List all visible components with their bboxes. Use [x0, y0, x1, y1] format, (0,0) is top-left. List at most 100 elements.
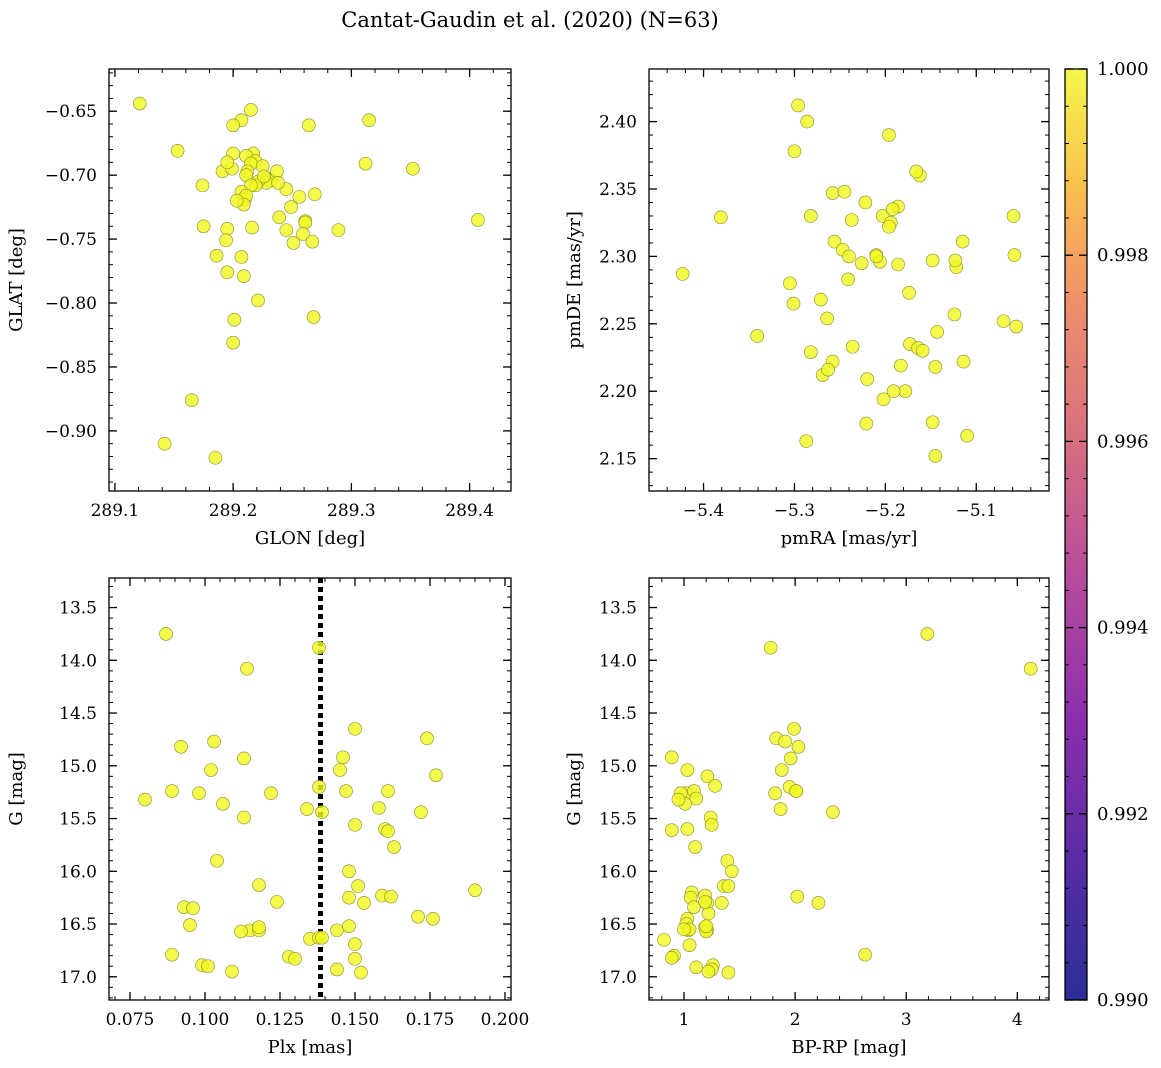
data-point [307, 187, 322, 202]
y-tick-label: 14.0 [599, 651, 637, 671]
data-point [234, 924, 248, 939]
data-point [336, 750, 350, 765]
colorbar-tick-label: 1.000 [1097, 59, 1149, 80]
y-tick-label: 15.0 [599, 757, 637, 777]
data-point [251, 293, 265, 308]
data-point [956, 354, 971, 369]
data-point [312, 780, 326, 794]
data-point [226, 118, 240, 133]
data-point [165, 784, 179, 798]
axes-frame [108, 68, 512, 492]
data-point [671, 792, 686, 807]
x-tick-label: 4 [1012, 1010, 1023, 1030]
data-point [342, 919, 356, 933]
colorbar-tick-label: 0.998 [1097, 245, 1149, 266]
data-point [305, 234, 320, 249]
data-point [821, 362, 835, 377]
data-point [196, 219, 211, 234]
data-point [882, 128, 896, 142]
data-point [858, 195, 873, 210]
data-point [928, 449, 943, 463]
data-point [814, 292, 828, 307]
data-point [799, 434, 814, 448]
data-point [786, 296, 801, 311]
x-axis-label: pmRA [mas/yr] [781, 528, 918, 549]
data-point [657, 933, 671, 947]
data-point [252, 878, 266, 892]
y-tick-label: 13.5 [59, 599, 97, 619]
data-point [315, 930, 329, 945]
data-point [826, 805, 840, 820]
data-point [837, 184, 852, 199]
data-point [844, 213, 859, 227]
data-point [312, 640, 326, 655]
data-point [234, 250, 249, 264]
data-point [429, 768, 443, 783]
figure-title: Cantat-Gaudin et al. (2020) (N=63) [341, 8, 719, 32]
data-point [1023, 661, 1038, 676]
data-point [664, 950, 679, 965]
data-point [411, 909, 425, 924]
data-point [804, 345, 818, 359]
x-tick-label: −5.1 [956, 501, 997, 521]
data-point [315, 805, 329, 820]
data-point [358, 156, 373, 171]
data-point [891, 257, 905, 272]
data-point [902, 286, 916, 300]
x-tick-label: −5.4 [683, 501, 724, 521]
y-tick-label: 2.25 [599, 315, 637, 335]
data-point [284, 200, 298, 214]
data-point [406, 161, 420, 176]
data-point [882, 219, 896, 234]
x-tick-label: 0.150 [331, 1010, 380, 1030]
x-tick-label: 289.1 [91, 501, 140, 521]
data-point [783, 751, 798, 766]
x-tick-label: 1 [679, 1010, 690, 1030]
data-point [339, 784, 353, 798]
axes-frame [648, 577, 1050, 1001]
data-point [220, 155, 235, 170]
data-point [714, 210, 728, 225]
x-axis-label: GLON [deg] [255, 528, 365, 549]
data-point [1006, 209, 1021, 223]
data-point [381, 824, 395, 839]
data-point [342, 890, 356, 905]
data-point [682, 938, 697, 952]
data-point [721, 879, 736, 893]
data-point [930, 325, 944, 339]
data-point [264, 786, 278, 801]
data-point [787, 144, 802, 159]
data-point [925, 415, 940, 430]
data-point [915, 343, 930, 358]
y-tick-label: 15.0 [59, 757, 97, 777]
x-tick-label: 289.2 [209, 501, 258, 521]
data-point [773, 802, 788, 816]
data-point [996, 314, 1011, 328]
data-point [272, 210, 287, 225]
data-point [342, 864, 356, 879]
data-point [225, 964, 239, 979]
data-point [210, 853, 224, 868]
data-point [348, 952, 362, 966]
data-point [226, 335, 240, 350]
data-point [948, 253, 963, 268]
data-point [687, 900, 701, 914]
data-point [330, 962, 344, 977]
y-axis-label: GLAT [deg] [6, 228, 27, 332]
data-point [791, 98, 805, 113]
data-point [157, 436, 172, 451]
data-point [778, 734, 792, 749]
data-point [714, 896, 729, 910]
x-tick-label: 0.200 [481, 1010, 530, 1030]
y-tick-label: −0.85 [45, 358, 97, 378]
data-point [354, 965, 368, 980]
y-tick-label: 2.15 [599, 450, 637, 470]
x-tick-label: 2 [790, 1010, 801, 1030]
data-point [348, 722, 362, 736]
data-point [886, 384, 901, 399]
data-point [138, 792, 152, 807]
data-point [688, 840, 702, 854]
data-point [348, 937, 362, 951]
y-tick-label: 17.0 [59, 968, 97, 988]
